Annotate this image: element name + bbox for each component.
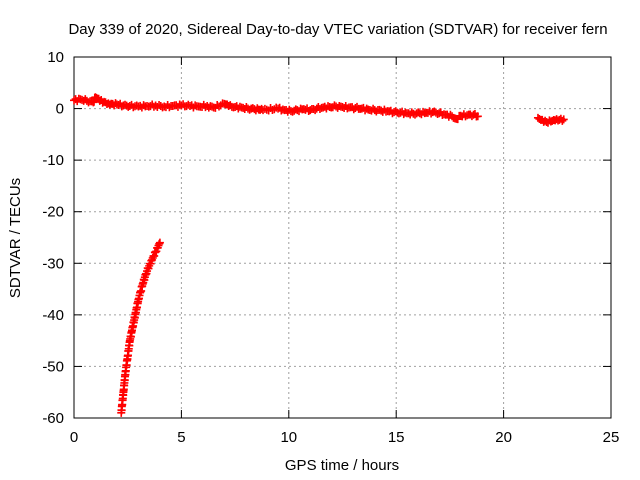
x-tick-label: 0 bbox=[70, 429, 78, 446]
plot-frame bbox=[73, 56, 612, 419]
x-tick-label: 15 bbox=[388, 429, 405, 446]
y-tick-label: -60 bbox=[42, 410, 64, 427]
y-tick-label: -50 bbox=[42, 358, 64, 375]
axis-ticks: 0 5 10 15 20 25 10 0 -10 -20 -30 -40 -50 -60 bbox=[42, 49, 619, 446]
y-tick-label: -40 bbox=[42, 307, 64, 324]
x-axis-label: GPS time / hours bbox=[285, 457, 399, 474]
y-tick-label: -30 bbox=[42, 255, 64, 272]
y-axis-label: SDTVAR / TECUs bbox=[7, 178, 24, 298]
data-points bbox=[70, 93, 568, 417]
data-point bbox=[155, 238, 164, 247]
data-point bbox=[558, 116, 567, 125]
chart-title: Day 339 of 2020, Sidereal Day-to-day VTE… bbox=[68, 21, 607, 38]
y-tick-label: -10 bbox=[42, 152, 64, 169]
y-tick-label: -20 bbox=[42, 204, 64, 221]
x-tick-label: 20 bbox=[495, 429, 512, 446]
data-point bbox=[559, 115, 568, 124]
y-tick-label: 10 bbox=[47, 49, 64, 66]
y-tick-label: 0 bbox=[56, 101, 64, 118]
grid bbox=[74, 57, 611, 418]
data-point bbox=[473, 112, 482, 121]
x-tick-label: 5 bbox=[177, 429, 185, 446]
x-tick-label: 10 bbox=[280, 429, 297, 446]
x-tick-label: 25 bbox=[603, 429, 620, 446]
